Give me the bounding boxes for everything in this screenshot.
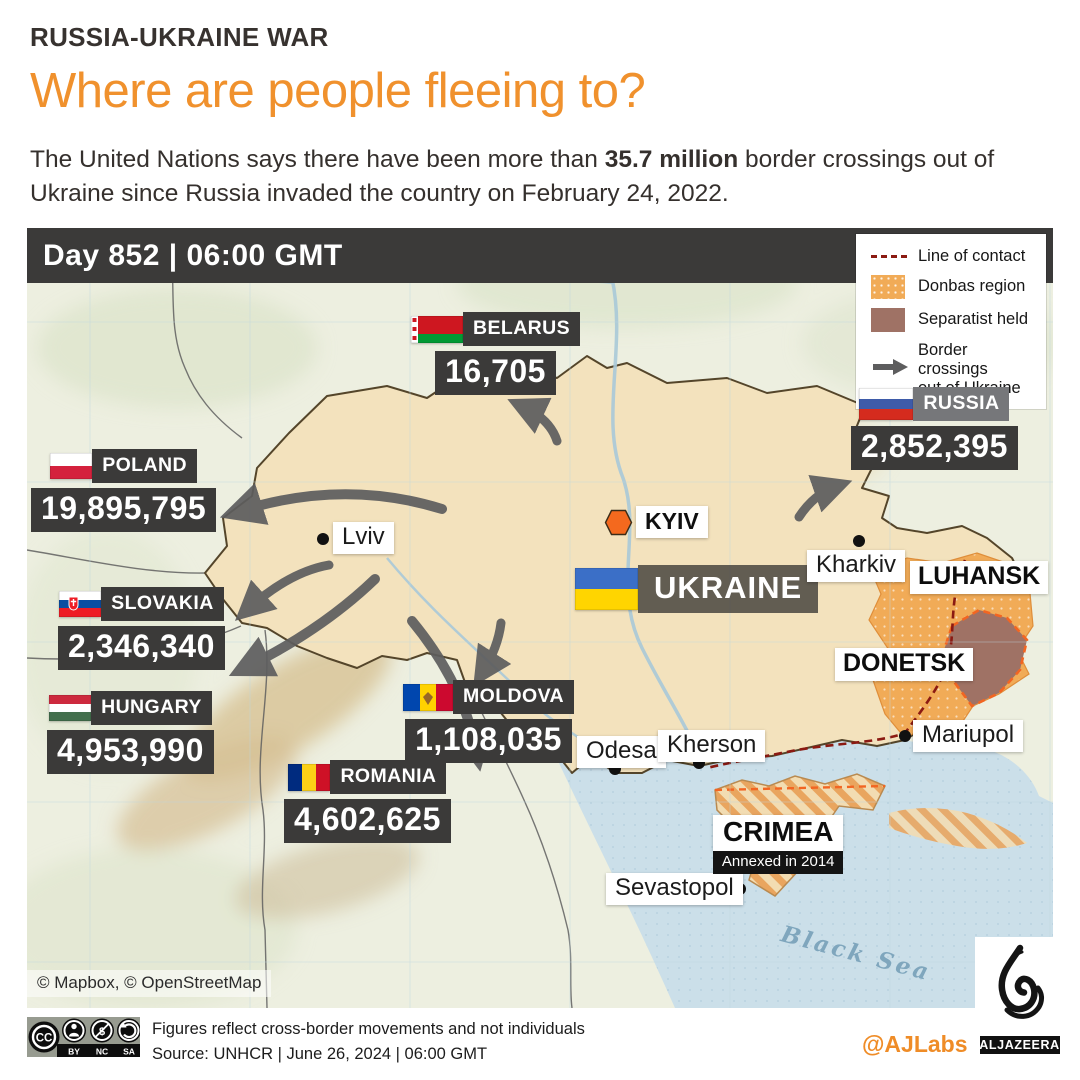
legend-label: Line of contact [918,247,1026,265]
city-dot-mariupol [899,730,911,742]
ukraine-label: UKRAINE [575,565,819,613]
country-name: HUNGARY [91,691,212,725]
subtitle-prefix: The United Nations says there have been … [30,146,605,173]
country-name: POLAND [92,449,197,483]
line-of-contact-key-icon [871,254,909,258]
crossings-value: 2,346,340 [58,626,225,670]
romania-flag-icon [288,763,331,791]
legend-label-line1: Border crossings [918,340,988,378]
ajlabs-handle: @AJLabs [862,1031,968,1057]
ukraine-flag-icon [575,568,638,610]
donbas-swatch-icon [871,274,909,299]
legend-label: Donbas region [918,277,1026,296]
cc-icon: CC [36,1033,53,1045]
slovakia-flag-icon [59,591,102,617]
country-name: UKRAINE [638,565,819,613]
page-title: Where are people fleeing to? [30,64,646,118]
legend-label: Separatist held [918,310,1029,329]
aljazeera-brand-block: ALJAZEERA [975,937,1064,1054]
sa-label: SA [123,1047,135,1057]
footer-notes: Figures reflect cross-border movements a… [152,1017,585,1067]
city-label-kherson: Kherson [658,730,766,762]
country-name: RUSSIA [913,387,1010,421]
callout-russia: RUSSIA 2,852,395 [851,387,1018,470]
header: RUSSIA-UKRAINE WAR Where are people flee… [30,22,1050,211]
country-name: BELARUS [463,312,581,346]
sa-sharealike-icon [117,1018,140,1043]
kicker: RUSSIA-UKRAINE WAR [30,22,329,52]
subtitle-bold-figure: 35.7 million [604,146,739,173]
legend-row-line-of-contact: Line of contact [871,247,1033,266]
poland-flag-icon [50,453,93,479]
crossings-value: 16,705 [435,351,556,395]
legend: Line of contact Donbas region Separatist… [856,234,1046,409]
map: Day 852 | 06:00 GMT Line of contact Donb… [27,228,1053,1008]
callout-poland: POLAND 19,895,795 [31,449,217,532]
by-label: BY [68,1047,80,1057]
callout-romania: ROMANIA 4,602,625 [284,760,451,843]
separatist-swatch-icon [871,307,909,332]
arrow-hungary [228,574,380,677]
city-label-sevastopol: Sevastopol [606,873,743,905]
aljazeera-wordmark: ALJAZEERA [979,1036,1060,1054]
nc-label: NC [96,1047,108,1057]
nc-dollar-icon: $ [90,1018,114,1043]
black-sea [552,740,1053,1008]
legend-row-separatist: Separatist held [871,307,1033,332]
arrow-belarus [507,397,562,446]
capital-hexagon-icon [604,509,633,535]
country-name: MOLDOVA [453,680,575,714]
occupied-coast-strip [889,808,1027,849]
city-label-odesa: Odesa [577,736,666,768]
svg-text:$: $ [99,1026,105,1038]
arrow-key-icon [871,358,909,381]
region-label-donetsk: DONETSK [835,648,974,681]
crossings-value: 4,602,625 [284,799,451,843]
footer-note: Figures reflect cross-border movements a… [152,1020,585,1038]
by-person-icon [62,1018,86,1043]
subtitle: The United Nations says there have been … [30,143,1005,211]
belarus-flag-icon [411,315,463,343]
crossings-value: 19,895,795 [31,488,217,532]
moldova-flag-icon [403,683,453,711]
crossings-value: 1,108,035 [405,719,572,763]
arrow-moldova [473,618,512,687]
city-dot-kharkiv [853,535,865,547]
subtitle-suffix: border crossings out of Ukraine since Ru… [30,146,995,207]
kyiv-marker-group: KYIV [604,506,708,538]
map-attribution: © Mapbox, © OpenStreetMap [27,970,272,997]
footer-source: Source: UNHCR | June 26, 2024 | 06:00 GM… [152,1044,488,1063]
legend-row-donbas: Donbas region [871,274,1033,299]
annexation-line [714,784,886,792]
city-label-kyiv: KYIV [636,506,708,538]
hungary-flag-icon [49,695,92,721]
separatist-held-area [941,608,1029,708]
arrow-slovakia [234,560,334,621]
region-label-crimea: CRIMEA Annexed in 2014 [713,815,844,874]
country-name: SLOVAKIA [101,587,224,621]
crossings-value: 4,953,990 [47,730,214,774]
arrow-poland [219,483,447,525]
callout-slovakia: SLOVAKIA 2,346,340 [58,587,225,670]
russia-flag-icon [859,388,914,420]
country-name: ROMANIA [330,760,447,794]
aljazeera-logo-icon [975,937,1064,1034]
region-label-luhansk: LUHANSK [910,561,1049,594]
callout-moldova: MOLDOVA 1,108,035 [403,680,575,763]
arrow-russia [794,474,853,522]
crossings-value: 2,852,395 [851,426,1018,470]
callout-belarus: BELARUS 16,705 [411,312,581,395]
callout-hungary: HUNGARY 4,953,990 [47,691,214,774]
city-dot-lviv [317,533,329,545]
cc-by-nc-sa-badge: CC $ BY NC SA [27,1017,140,1057]
crimea-annexed-note: Annexed in 2014 [713,851,844,874]
city-label-lviv: Lviv [333,522,394,554]
crimea-title: CRIMEA [713,815,844,851]
city-label-mariupol: Mariupol [913,720,1024,752]
city-label-kharkiv: Kharkiv [807,550,906,582]
